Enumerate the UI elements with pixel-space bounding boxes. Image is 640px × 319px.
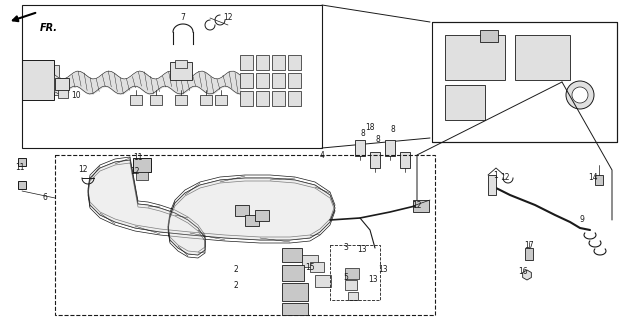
Bar: [355, 140, 365, 156]
Bar: [200, 95, 212, 105]
Bar: [256, 73, 269, 88]
Bar: [39, 65, 59, 95]
Bar: [310, 262, 324, 272]
Text: 2: 2: [234, 265, 238, 275]
Text: 4: 4: [319, 151, 324, 160]
Bar: [302, 255, 318, 267]
Text: 7: 7: [180, 13, 186, 23]
Text: 18: 18: [365, 123, 375, 132]
Text: 2: 2: [234, 280, 238, 290]
Bar: [272, 73, 285, 88]
Bar: [370, 152, 380, 168]
Bar: [255, 210, 269, 221]
Bar: [256, 91, 269, 106]
Bar: [348, 292, 358, 300]
Bar: [413, 200, 429, 212]
Bar: [150, 95, 162, 105]
Bar: [445, 35, 505, 80]
Text: 13: 13: [378, 265, 388, 275]
Bar: [432, 22, 617, 142]
Text: 11: 11: [133, 153, 143, 162]
Bar: [170, 62, 192, 80]
Bar: [282, 283, 308, 301]
Bar: [25, 65, 45, 95]
Bar: [288, 55, 301, 70]
Bar: [330, 245, 380, 300]
Bar: [288, 73, 301, 88]
Bar: [175, 60, 187, 68]
Ellipse shape: [566, 81, 594, 109]
Bar: [595, 175, 603, 185]
Bar: [215, 95, 227, 105]
Text: 17: 17: [524, 241, 534, 249]
Text: 6: 6: [43, 194, 47, 203]
Bar: [22, 60, 54, 100]
Text: 1: 1: [493, 172, 499, 181]
Bar: [282, 265, 304, 281]
Bar: [282, 248, 302, 262]
Bar: [55, 155, 435, 315]
Bar: [133, 158, 151, 172]
Bar: [136, 172, 148, 180]
Bar: [55, 78, 69, 90]
Bar: [240, 91, 253, 106]
Bar: [58, 90, 68, 98]
Ellipse shape: [572, 87, 588, 103]
Text: 9: 9: [580, 216, 584, 225]
Polygon shape: [88, 160, 335, 255]
Bar: [345, 280, 357, 290]
Bar: [272, 55, 285, 70]
Text: 5: 5: [344, 273, 348, 283]
Bar: [288, 91, 301, 106]
Text: 8: 8: [390, 125, 396, 135]
Text: 10: 10: [71, 91, 81, 100]
Text: 12: 12: [131, 167, 140, 176]
Bar: [315, 275, 331, 287]
Text: 12: 12: [78, 166, 88, 174]
Text: 13: 13: [357, 246, 367, 255]
Text: 13: 13: [368, 276, 378, 285]
Bar: [480, 30, 498, 42]
Bar: [400, 152, 410, 168]
Bar: [22, 5, 322, 148]
Text: 8: 8: [376, 136, 380, 145]
Bar: [515, 35, 570, 80]
Text: 3: 3: [344, 243, 348, 253]
Text: 8: 8: [360, 130, 365, 138]
Bar: [130, 95, 142, 105]
Bar: [345, 268, 359, 279]
Bar: [256, 55, 269, 70]
Bar: [235, 205, 249, 216]
Bar: [525, 248, 533, 260]
Text: 12: 12: [412, 201, 422, 210]
Bar: [32, 65, 52, 95]
Bar: [445, 85, 485, 120]
Text: 12: 12: [500, 174, 509, 182]
Text: 12: 12: [223, 13, 233, 23]
Bar: [488, 175, 496, 195]
Bar: [240, 73, 253, 88]
Text: 15: 15: [305, 263, 315, 272]
Bar: [175, 95, 187, 105]
Text: 11: 11: [15, 164, 25, 173]
Bar: [240, 55, 253, 70]
Text: FR.: FR.: [40, 23, 58, 33]
Text: 16: 16: [518, 268, 528, 277]
Bar: [282, 303, 308, 315]
Bar: [272, 91, 285, 106]
Bar: [385, 140, 395, 156]
Bar: [245, 215, 259, 226]
Text: 14: 14: [588, 174, 598, 182]
